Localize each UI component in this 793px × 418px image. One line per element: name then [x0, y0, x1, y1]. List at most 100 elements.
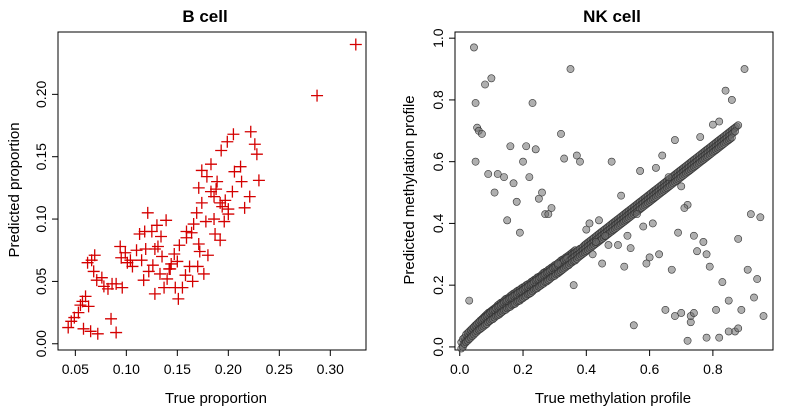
data-point — [163, 262, 176, 275]
data-point — [655, 250, 663, 259]
data-point — [734, 234, 743, 243]
data-point — [243, 190, 256, 203]
data-point — [158, 281, 171, 294]
data-point — [652, 163, 660, 172]
nk-x-tick-label: 0.0 — [450, 361, 470, 377]
data-point — [636, 167, 645, 175]
data-point — [560, 154, 569, 163]
data-point — [661, 305, 670, 314]
data-point — [192, 181, 205, 194]
data-point — [173, 239, 186, 252]
nk-y-tick-label: 0.4 — [430, 213, 446, 233]
data-point — [544, 210, 553, 219]
data-point — [515, 228, 524, 237]
data-point — [699, 238, 708, 246]
data-point — [250, 148, 263, 161]
nk-cell-y-axis-label: Predicted methylation profile — [401, 95, 418, 284]
data-point — [311, 89, 324, 102]
data-point — [693, 247, 701, 256]
data-point — [185, 226, 198, 239]
data-point — [500, 173, 508, 182]
data-point — [566, 65, 575, 73]
data-point — [218, 215, 231, 228]
nk-x-tick-label: 0.2 — [513, 361, 533, 377]
data-point — [487, 74, 496, 83]
data-point — [115, 251, 128, 264]
data-point — [569, 281, 578, 290]
data-point — [124, 254, 137, 267]
data-point — [702, 250, 711, 259]
data-point — [759, 312, 768, 320]
data-point — [731, 127, 739, 136]
b-cell-y-axis: 0.00 0.05 0.10 0.15 0.20 — [33, 81, 59, 357]
b-x-tick-label: 0.10 — [113, 361, 140, 377]
data-point — [746, 210, 755, 219]
data-point — [620, 262, 629, 271]
data-point — [484, 170, 493, 178]
data-point — [130, 244, 143, 257]
data-point — [522, 142, 531, 151]
data-point — [65, 315, 78, 328]
data-point — [148, 287, 161, 300]
data-point — [161, 272, 174, 285]
data-point — [79, 290, 92, 303]
data-point — [727, 96, 736, 104]
nk-y-tick-label: 0.6 — [430, 152, 446, 172]
nk-cell-title: NK cell — [583, 7, 641, 26]
data-point — [683, 336, 692, 345]
data-point — [91, 327, 104, 340]
nk-cell-panel: NK cell 0.0 0.2 0.4 0.6 0.8 0.0 0.2 0.4 0.6 0.8 1… — [401, 7, 774, 407]
data-point — [168, 247, 181, 260]
data-point — [211, 175, 224, 188]
data-point — [601, 231, 610, 240]
data-point — [718, 278, 727, 286]
data-point — [165, 257, 178, 270]
data-point — [750, 293, 758, 302]
data-point — [121, 256, 134, 269]
data-point — [244, 125, 257, 138]
data-point — [674, 228, 682, 237]
b-x-tick-label: 0.25 — [266, 361, 293, 377]
data-point — [226, 185, 239, 198]
data-point — [179, 269, 192, 282]
data-point — [702, 333, 711, 342]
nk-x-tick-label: 0.8 — [703, 361, 723, 377]
data-point — [557, 129, 565, 138]
data-point — [199, 215, 212, 228]
data-point — [142, 265, 155, 278]
b-cell-title: B cell — [182, 7, 227, 26]
data-point — [216, 200, 229, 213]
data-point — [195, 196, 208, 209]
b-y-tick-label: 0.00 — [33, 330, 49, 357]
data-point — [204, 185, 217, 198]
nk-y-tick-label: 0.2 — [430, 275, 446, 295]
data-point — [114, 240, 127, 253]
data-point — [465, 296, 474, 305]
data-point — [471, 99, 480, 107]
data-point — [160, 214, 173, 227]
data-point — [724, 296, 733, 305]
data-point — [528, 99, 537, 107]
data-point — [623, 231, 632, 240]
data-point — [572, 151, 581, 160]
data-point — [724, 327, 733, 336]
data-point — [95, 271, 108, 284]
nk-cell-points — [457, 43, 768, 353]
data-point — [210, 183, 223, 196]
data-point — [219, 194, 232, 207]
data-point — [614, 241, 622, 249]
data-point — [721, 86, 730, 95]
nk-x-tick-label: 0.6 — [640, 361, 660, 377]
data-point — [153, 267, 166, 280]
data-point — [101, 282, 114, 295]
nk-y-tick-label: 0.0 — [430, 337, 446, 357]
data-point — [538, 188, 546, 197]
data-point — [171, 255, 184, 268]
data-point — [141, 206, 154, 219]
data-point — [743, 265, 752, 274]
data-point — [667, 265, 676, 274]
data-point — [553, 259, 562, 268]
data-point — [525, 173, 534, 182]
data-point — [645, 253, 654, 262]
